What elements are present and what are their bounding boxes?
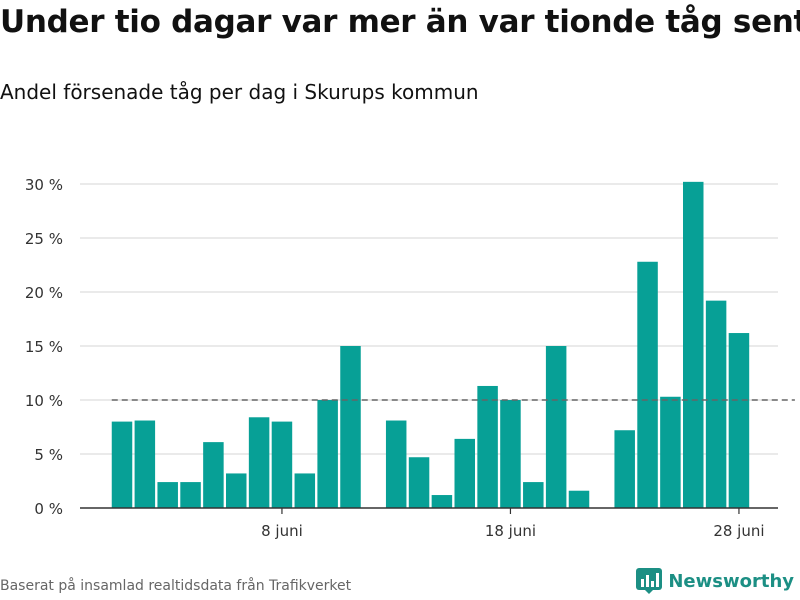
bar bbox=[568, 490, 590, 508]
bar bbox=[317, 400, 338, 508]
bar bbox=[660, 396, 681, 508]
bar bbox=[134, 420, 156, 508]
bar bbox=[226, 473, 247, 508]
source-note: Baserat på insamlad realtidsdata från Tr… bbox=[0, 578, 352, 594]
bar bbox=[523, 482, 544, 508]
bar bbox=[248, 417, 270, 508]
bar bbox=[271, 421, 293, 508]
bar bbox=[454, 438, 475, 508]
bar bbox=[728, 333, 750, 508]
brand-name: Newsworthy bbox=[668, 570, 794, 592]
newsworthy-logo-icon bbox=[636, 568, 663, 594]
y-tick-label: 0 % bbox=[34, 500, 63, 518]
bar bbox=[157, 482, 178, 508]
y-tick-label: 15 % bbox=[25, 338, 63, 356]
y-tick-label: 25 % bbox=[25, 230, 63, 248]
bar bbox=[545, 346, 567, 508]
bar bbox=[431, 495, 453, 508]
bar bbox=[408, 457, 430, 508]
bar bbox=[477, 385, 498, 508]
chart-title: Under tio dagar var mer än var tionde tå… bbox=[0, 4, 800, 40]
bar bbox=[500, 400, 521, 508]
y-tick-label: 5 % bbox=[34, 446, 63, 464]
chart-subtitle: Andel försenade tåg per dag i Skurups ko… bbox=[0, 80, 479, 104]
bar bbox=[637, 261, 658, 508]
bar bbox=[180, 482, 201, 508]
y-tick-label: 20 % bbox=[25, 284, 63, 302]
bar bbox=[203, 442, 224, 508]
bar bbox=[111, 421, 133, 508]
bar bbox=[340, 346, 361, 508]
bar bbox=[385, 420, 407, 508]
bar bbox=[705, 300, 727, 508]
y-tick-label: 30 % bbox=[25, 176, 63, 194]
bar bbox=[614, 430, 635, 508]
x-tick-label: 28 juni bbox=[713, 522, 764, 540]
bar bbox=[683, 181, 704, 508]
x-tick-label: 18 juni bbox=[485, 522, 536, 540]
y-tick-label: 10 % bbox=[25, 392, 63, 410]
bar bbox=[294, 473, 316, 508]
brand-logo: Newsworthy bbox=[636, 568, 794, 594]
x-tick-label: 8 juni bbox=[261, 522, 303, 540]
bar-chart: 0 % 5 % 10 % 15 % 20 % 25 % 30 % 8 juni 18 juni 2… bbox=[25, 176, 795, 540]
